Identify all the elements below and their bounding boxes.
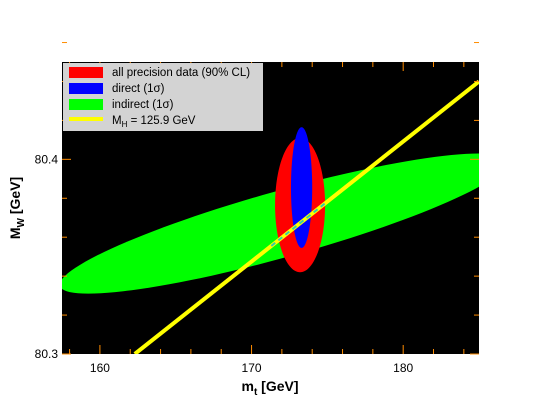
legend: all precision data (90% CL) direct (1σ) …	[63, 63, 263, 131]
contour-regions	[62, 79, 479, 354]
x-tick-label: 180	[393, 361, 413, 375]
region-indirect	[62, 153, 479, 294]
legend-label-higgs: MH = 125.9 GeV	[112, 115, 196, 129]
y-tick-label: 80.3	[35, 347, 59, 361]
x-axis-label: mt [GeV]	[241, 378, 298, 398]
legend-swatch-direct	[69, 83, 103, 94]
legend-swatch-precision	[69, 67, 103, 78]
y-axis-label: MW [GeV]	[7, 177, 27, 239]
y-tick-label: 80.4	[35, 152, 59, 166]
x-tick-label: 170	[242, 361, 262, 375]
x-tick-label: 160	[90, 361, 110, 375]
legend-label-precision: all precision data (90% CL)	[112, 67, 250, 79]
higgs-line-overlap-dashed	[270, 201, 327, 247]
legend-swatch-indirect	[69, 99, 103, 110]
legend-label-indirect: indirect (1σ)	[112, 99, 174, 111]
legend-swatch-higgs	[69, 117, 103, 121]
legend-label-direct: direct (1σ)	[112, 83, 165, 95]
axis-tick-labels: 160 170 180 80.3 80.4	[35, 152, 414, 375]
